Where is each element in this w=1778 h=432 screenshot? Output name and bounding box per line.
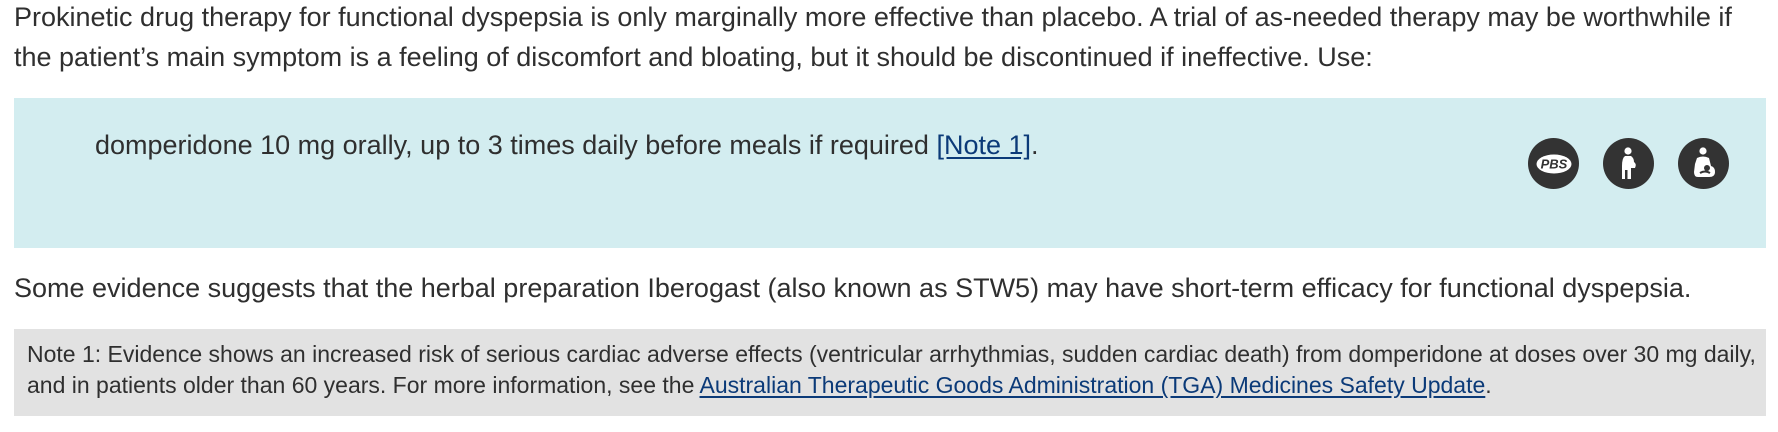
pbs-icon-label: PBS [1540,156,1567,171]
pregnancy-icon[interactable] [1603,138,1654,189]
drug-recommendation-end: . [1031,130,1039,160]
breastfeeding-icon[interactable] [1678,138,1729,189]
tga-safety-update-link[interactable]: Australian Therapeutic Goods Administrat… [699,372,1486,398]
drug-recommendation-text: domperidone 10 mg orally, up to 3 times … [95,130,937,160]
note-1-end: . [1485,372,1492,398]
drug-recommendation: domperidone 10 mg orally, up to 3 times … [95,128,1039,162]
note-1-text: Note 1: Evidence shows an increased risk… [27,341,1756,398]
note-1-link[interactable]: [Note 1] [936,130,1031,160]
intro-paragraph: Prokinetic drug therapy for functional d… [14,2,1732,72]
note-box: Note 1: Evidence shows an increased risk… [14,329,1766,416]
drug-recommendation-box: domperidone 10 mg orally, up to 3 times … [14,98,1766,248]
note-1: Note 1: Evidence shows an increased risk… [27,339,1757,401]
evidence-paragraph: Some evidence suggests that the herbal p… [14,273,1692,303]
pbs-icon[interactable]: PBS [1528,138,1579,189]
